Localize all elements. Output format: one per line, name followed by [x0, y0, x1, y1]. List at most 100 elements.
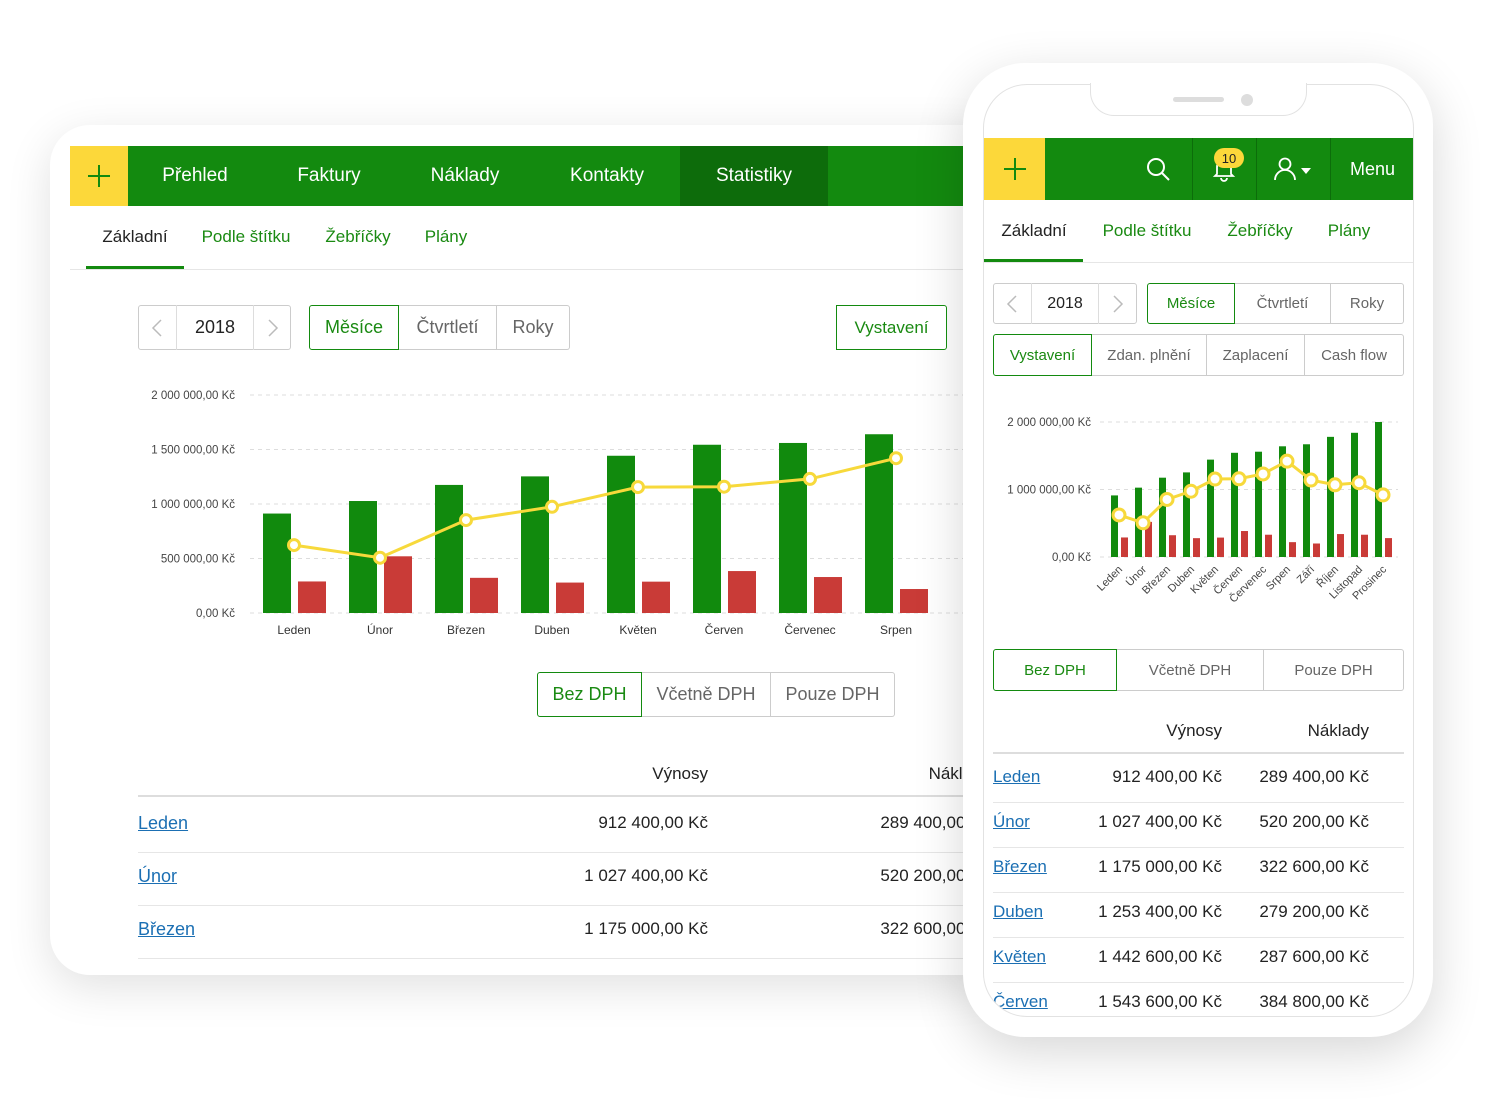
period-button[interactable]: Měsíce — [309, 305, 399, 350]
vat-button[interactable]: Bez DPH — [993, 649, 1117, 691]
menu-button[interactable]: Menu — [1349, 158, 1396, 179]
bar — [779, 442, 807, 613]
line-point — [287, 538, 301, 553]
row-link[interactable]: Leden — [138, 812, 189, 833]
bar — [1351, 432, 1358, 557]
view-button[interactable]: Zdan. plnění — [1092, 334, 1207, 376]
row-link[interactable]: Březen — [993, 857, 1047, 876]
period-button[interactable]: Čtvrtletí — [399, 305, 497, 350]
bar — [1337, 534, 1344, 557]
row-link[interactable]: Leden — [993, 767, 1041, 786]
y-tick-label: 0,00 Kč — [196, 608, 235, 620]
sub-tab[interactable]: Podle štítku — [1102, 221, 1192, 240]
bar — [693, 444, 721, 613]
next-year[interactable] — [253, 305, 291, 350]
row-link[interactable]: Květen — [993, 947, 1046, 966]
chart: 0,00 Kč 1 000 000,00 Kč 2 000 000,00 Kč Led… — [1007, 417, 1398, 605]
bar — [1327, 436, 1334, 557]
plus-icon — [88, 165, 110, 187]
y-tick-label: 2 000 000,00 Kč — [1007, 417, 1091, 429]
bar — [1183, 472, 1190, 557]
bar — [298, 581, 326, 613]
chevron-icon — [151, 318, 162, 337]
y-tick-label: 2 000 000,00 Kč — [151, 390, 235, 402]
view-button[interactable]: Vystavení — [993, 334, 1092, 376]
add-button[interactable] — [70, 146, 128, 206]
period-button[interactable]: Čtvrtletí — [1235, 283, 1331, 324]
bar — [1207, 459, 1214, 557]
y-tick-label: 0,00 Kč — [1052, 552, 1091, 564]
bar — [1279, 446, 1286, 557]
x-tick-label: Únor — [367, 622, 393, 637]
line-point — [1135, 515, 1151, 531]
view-button[interactable]: Zaplacení — [1207, 334, 1305, 376]
sub-tab[interactable]: Plány — [424, 227, 468, 246]
period-button[interactable]: Roky — [497, 305, 570, 350]
bar — [1385, 538, 1392, 557]
x-tick-label: Leden — [1095, 564, 1125, 594]
vat-button[interactable]: Včetně DPH — [1117, 649, 1264, 691]
table-header: Náklady — [928, 764, 990, 783]
view-button[interactable]: Cash flow — [1305, 334, 1404, 376]
vat-button[interactable]: Pouze DPH — [1264, 649, 1404, 691]
vat-button[interactable]: Včetně DPH — [642, 672, 771, 717]
row-link[interactable]: Duben — [993, 902, 1044, 921]
nav-item[interactable]: Kontakty — [570, 165, 644, 186]
add-button[interactable] — [984, 138, 1045, 200]
bar — [1121, 537, 1128, 557]
table-rule — [993, 752, 1404, 754]
sub-tab[interactable]: Plány — [1327, 221, 1371, 240]
sub-tab[interactable]: Základní — [1001, 221, 1067, 240]
nav-item[interactable]: Přehled — [162, 165, 228, 186]
row-rule — [993, 801, 1404, 803]
sub-tab[interactable]: Podle štítku — [201, 227, 291, 246]
row-rule — [138, 851, 975, 853]
row-link[interactable]: Únor — [138, 865, 178, 886]
line-point — [889, 451, 903, 466]
line-point — [1303, 472, 1319, 488]
row-rule — [993, 936, 1404, 938]
phone-frame: 10 Menu Základní Podle štítku Žebříčky Plány 2… — [963, 63, 1433, 1037]
row-rule — [138, 957, 975, 959]
nav-item[interactable]: Náklady — [430, 165, 500, 186]
bar — [470, 577, 498, 613]
year: 2018 — [1047, 294, 1083, 312]
sub-tab[interactable]: Žebříčky — [325, 227, 391, 246]
vat-button[interactable]: Pouze DPH — [771, 672, 895, 717]
view-button[interactable]: Vystavení — [836, 305, 947, 350]
chevron-icon — [1006, 294, 1017, 313]
bar — [642, 581, 670, 613]
tab-underline — [86, 266, 184, 269]
period-button[interactable]: Roky — [1331, 283, 1404, 324]
sub-tab[interactable]: Žebříčky — [1227, 221, 1293, 240]
chart: 0,00 Kč 500 000,00 Kč 1 000 000,00 Kč 1 500… — [151, 390, 975, 637]
bar — [900, 589, 928, 613]
cost-cell: 289 400,00 Kč — [1259, 767, 1369, 786]
row-link[interactable]: Únor — [993, 812, 1030, 831]
line-point — [1231, 471, 1247, 487]
x-tick-label: Červenec — [784, 622, 835, 637]
line-point — [1111, 507, 1127, 523]
next-year[interactable] — [1098, 283, 1137, 324]
camera — [1241, 94, 1253, 106]
nav-divider — [1256, 138, 1257, 200]
vat-button[interactable]: Bez DPH — [537, 672, 642, 717]
desktop-window: Přehled Faktury Náklady Kontakty Statistiky Z… — [50, 125, 1010, 975]
cost-cell: 279 200,00 Kč — [1259, 902, 1369, 921]
sub-tab[interactable]: Základní — [102, 227, 168, 246]
search-button[interactable] — [1130, 138, 1186, 200]
nav-item[interactable]: Faktury — [297, 165, 361, 186]
row-link[interactable]: Březen — [138, 918, 196, 939]
nav-item[interactable]: Statistiky — [680, 146, 828, 206]
prev-year[interactable] — [138, 305, 177, 350]
row-link[interactable]: Červen — [993, 992, 1048, 1011]
user-button[interactable] — [1257, 138, 1329, 200]
year-picker — [993, 283, 1137, 324]
period-button[interactable]: Měsíce — [1147, 283, 1235, 324]
prev-year[interactable] — [993, 283, 1032, 324]
bar — [814, 577, 842, 613]
x-tick-label: Září — [1295, 564, 1317, 586]
bar — [1159, 477, 1166, 557]
cost-cell: 520 200,00 Kč — [880, 866, 990, 885]
bar — [263, 513, 291, 613]
